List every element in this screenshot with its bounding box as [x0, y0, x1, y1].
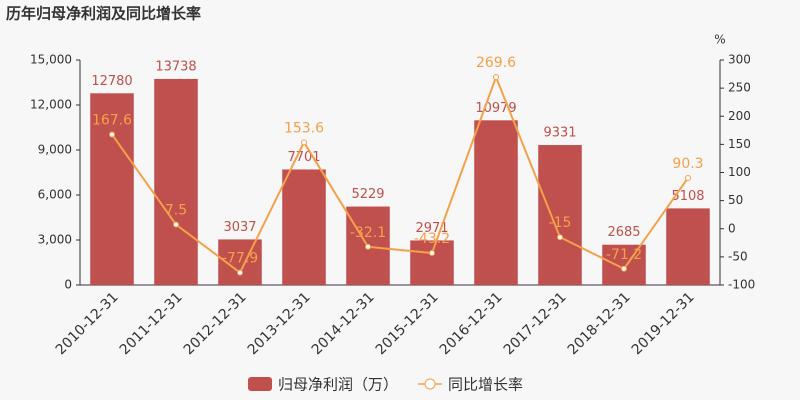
chart-title: 历年归母净利润及同比增长率: [6, 5, 201, 23]
bar: [282, 169, 326, 285]
y-tick-label: 12,000: [30, 98, 72, 112]
bar: [538, 145, 582, 285]
y-tick-label: 9,000: [38, 143, 72, 157]
line-value-label: -15: [549, 215, 572, 231]
y2-tick-label: 50: [728, 193, 743, 207]
legend-label: 同比增长率: [448, 376, 523, 394]
line-point: [685, 174, 691, 181]
line-value-label: 269.6: [476, 55, 516, 71]
y2-tick-label: 150: [728, 137, 751, 151]
y2-tick-label: 300: [728, 53, 751, 67]
bar: [474, 120, 518, 285]
bar: [90, 93, 134, 285]
bar-value-label: 9331: [543, 126, 576, 141]
line-value-label: -71.2: [606, 247, 642, 263]
bar-value-label: 12780: [91, 74, 132, 89]
y2-tick-label: 200: [728, 109, 751, 123]
y2-axis-label: %: [714, 33, 725, 47]
y-tick-label: 6,000: [38, 188, 72, 202]
line-value-label: -32.1: [350, 225, 386, 241]
line-value-label: 7.5: [165, 203, 187, 219]
legend-swatch: [424, 378, 436, 390]
line-value-label: 90.3: [672, 156, 703, 172]
legend-swatch: [248, 377, 272, 391]
line-point: [173, 221, 179, 228]
line-point: [301, 139, 307, 146]
line-point: [237, 269, 243, 276]
bar-value-label: 5108: [671, 189, 704, 204]
y-tick-label: 15,000: [30, 53, 72, 67]
bar: [410, 240, 454, 285]
line-point: [493, 74, 499, 81]
y-tick-label: 3,000: [38, 233, 72, 247]
bar-value-label: 3037: [223, 220, 256, 235]
line-value-label: -43.2: [414, 231, 450, 247]
bar: [602, 244, 646, 285]
bar: [666, 208, 710, 285]
y2-tick-label: 0: [728, 221, 736, 235]
line-value-label: 167.6: [92, 112, 132, 128]
y2-tick-label: 100: [728, 165, 751, 179]
bar-value-label: 13738: [155, 59, 196, 74]
bar-value-label: 2685: [607, 225, 640, 240]
line-point: [109, 131, 115, 138]
line-point: [365, 243, 371, 250]
line-point: [557, 234, 563, 241]
bar-value-label: 5229: [351, 187, 384, 202]
line-value-label: -77.9: [222, 251, 258, 267]
line-value-label: 153.6: [284, 120, 324, 136]
line-point: [429, 250, 435, 257]
line-point: [621, 265, 627, 272]
y2-tick-label: -100: [728, 278, 755, 292]
y2-tick-label: -50: [728, 249, 748, 263]
bar: [154, 78, 198, 286]
line: [111, 74, 689, 275]
y-tick-label: 0: [64, 278, 72, 292]
y2-tick-label: 250: [728, 81, 751, 95]
legend-label: 归母净利润（万）: [278, 376, 398, 394]
